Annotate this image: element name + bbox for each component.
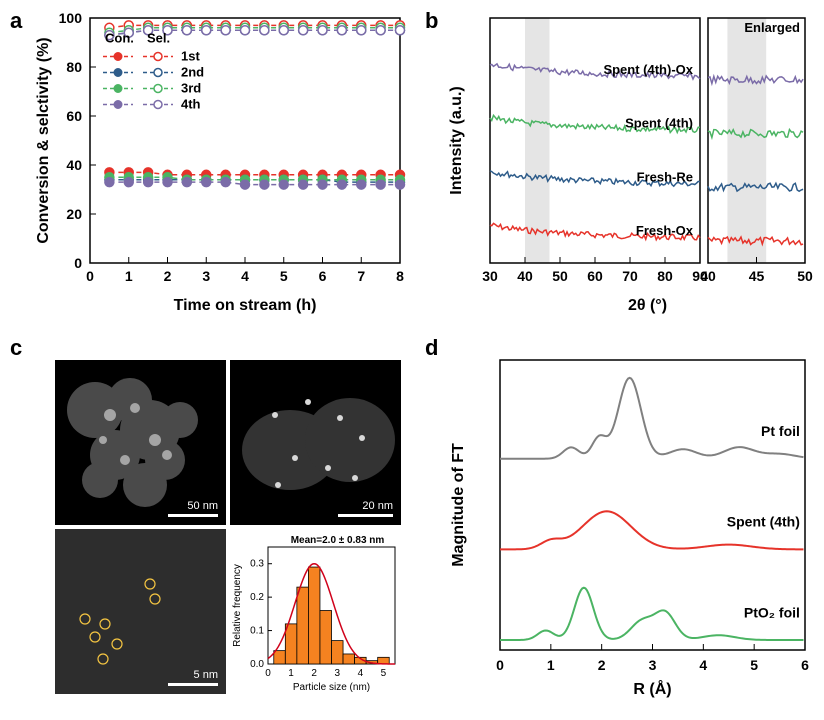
tem-image-5nm: 5 nm: [55, 529, 226, 694]
panel-c: c: [10, 335, 22, 361]
svg-text:3: 3: [334, 668, 340, 679]
svg-text:40: 40: [66, 157, 82, 173]
panel-b: b: [425, 8, 438, 34]
svg-text:20: 20: [66, 206, 82, 222]
panel-c-label: c: [10, 335, 22, 360]
panel-a-label: a: [10, 8, 22, 33]
svg-text:80: 80: [66, 59, 82, 75]
svg-text:8: 8: [396, 268, 404, 284]
scalebar-text: 20 nm: [362, 500, 393, 512]
svg-text:2nd: 2nd: [181, 65, 204, 80]
svg-text:4th: 4th: [181, 97, 201, 112]
tem-image-20nm: 20 nm: [230, 360, 401, 525]
svg-text:3: 3: [202, 268, 210, 284]
svg-text:Spent (4th): Spent (4th): [625, 116, 693, 131]
svg-text:5: 5: [750, 657, 758, 673]
svg-text:Sel.: Sel.: [147, 31, 170, 46]
svg-text:Con.: Con.: [105, 31, 134, 46]
scalebar-text: 5 nm: [194, 669, 218, 681]
svg-text:40: 40: [517, 268, 533, 284]
svg-text:6: 6: [319, 268, 327, 284]
svg-text:30: 30: [482, 268, 498, 284]
svg-text:R (Å): R (Å): [633, 679, 671, 698]
panel-b-chart: 304050607080904045502θ (°)Intensity (a.u…: [445, 8, 815, 318]
svg-text:80: 80: [657, 268, 673, 284]
scalebar-line: [168, 683, 218, 686]
histogram: 0 1 2 3 4 5 0.0 0.1 0.2 0.3 Particle size (nm) Rela…: [230, 529, 401, 694]
svg-text:Enlarged: Enlarged: [744, 20, 800, 35]
svg-text:0: 0: [74, 255, 82, 271]
svg-text:5: 5: [381, 668, 387, 679]
svg-text:6: 6: [801, 657, 809, 673]
svg-text:Mean=2.0 ± 0.83 nm: Mean=2.0 ± 0.83 nm: [291, 535, 385, 546]
scalebar-line: [338, 514, 393, 517]
svg-text:50: 50: [797, 268, 813, 284]
svg-text:0.2: 0.2: [250, 592, 264, 603]
panel-c-images: 50 nm 20 nm 5 nm 0 1 2 3 4 5 0.0 0.1: [55, 360, 405, 700]
tem-image-50nm: 50 nm: [55, 360, 226, 525]
svg-text:2: 2: [164, 268, 172, 284]
svg-text:3rd: 3rd: [181, 81, 201, 96]
svg-text:60: 60: [587, 268, 603, 284]
svg-text:60: 60: [66, 108, 82, 124]
panel-b-label: b: [425, 8, 438, 33]
svg-text:0: 0: [265, 668, 271, 679]
panel-a-chart: 012345678020406080100Time on stream (h)C…: [30, 8, 410, 318]
svg-text:40: 40: [700, 268, 716, 284]
svg-text:7: 7: [357, 268, 365, 284]
svg-text:Particle size (nm): Particle size (nm): [293, 682, 370, 693]
svg-text:1: 1: [288, 668, 294, 679]
svg-text:2θ (°): 2θ (°): [628, 297, 667, 314]
svg-text:0: 0: [86, 268, 94, 284]
svg-text:PtO₂ foil: PtO₂ foil: [744, 604, 800, 620]
svg-text:Time on stream (h): Time on stream (h): [174, 297, 317, 314]
svg-text:4: 4: [358, 668, 364, 679]
svg-text:1: 1: [125, 268, 133, 284]
svg-text:0.3: 0.3: [250, 559, 264, 570]
svg-text:Fresh-Ox: Fresh-Ox: [636, 223, 694, 238]
svg-text:Intensity (a.u.): Intensity (a.u.): [448, 86, 465, 194]
svg-text:4: 4: [241, 268, 249, 284]
svg-text:Magnitude of FT: Magnitude of FT: [450, 443, 467, 567]
svg-text:Spent (4th)-Ox: Spent (4th)-Ox: [603, 62, 693, 77]
svg-text:Relative frequency: Relative frequency: [232, 564, 243, 647]
svg-text:Fresh-Re: Fresh-Re: [637, 169, 693, 184]
svg-text:5: 5: [280, 268, 288, 284]
svg-text:0: 0: [496, 657, 504, 673]
svg-text:2: 2: [311, 668, 317, 679]
svg-text:45: 45: [749, 268, 765, 284]
panel-d: d: [425, 335, 438, 361]
panel-d-chart: 0 1 2 3 4 5 6 R (Å) Magnitude of FT PtO₂ foil Spen…: [445, 350, 815, 700]
svg-text:Conversion & selctivity (%): Conversion & selctivity (%): [35, 37, 52, 243]
svg-text:1: 1: [547, 657, 555, 673]
panel-d-label: d: [425, 335, 438, 360]
svg-text:100: 100: [59, 10, 83, 26]
svg-text:0.1: 0.1: [250, 626, 264, 637]
scalebar-line: [168, 514, 218, 517]
svg-text:2: 2: [598, 657, 606, 673]
svg-text:Spent (4th): Spent (4th): [727, 514, 800, 530]
svg-text:1st: 1st: [181, 49, 200, 64]
svg-text:3: 3: [649, 657, 657, 673]
scalebar-text: 50 nm: [187, 500, 218, 512]
svg-text:50: 50: [552, 268, 568, 284]
svg-text:70: 70: [622, 268, 638, 284]
svg-text:Pt foil: Pt foil: [761, 423, 800, 439]
panel-a: a: [10, 8, 22, 34]
svg-text:4: 4: [699, 657, 707, 673]
svg-text:0.0: 0.0: [250, 659, 264, 670]
